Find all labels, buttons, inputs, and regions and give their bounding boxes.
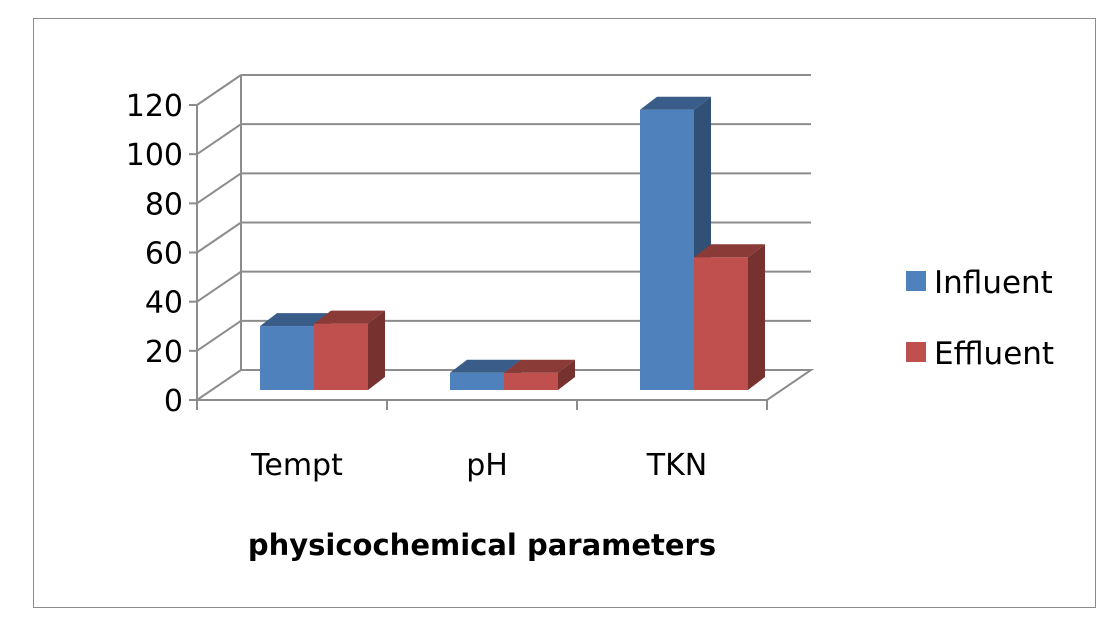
bar-effluent-tempt	[314, 310, 385, 390]
gridline-side	[196, 320, 242, 352]
bar-top	[504, 359, 575, 373]
x-axis-title: physicochemical parameters	[248, 528, 716, 562]
bar-top	[694, 244, 765, 258]
bar-top	[260, 313, 331, 327]
legend-swatch	[906, 342, 926, 362]
gridline-side	[196, 270, 242, 303]
gridline-side	[196, 172, 242, 205]
bar-side	[368, 310, 385, 390]
bar-front	[504, 372, 558, 390]
bar-side	[748, 244, 765, 390]
bar-front	[314, 323, 368, 390]
bar-front	[260, 326, 314, 390]
x-category-label: pH	[466, 448, 508, 483]
bar-front	[450, 372, 504, 390]
bar-top	[314, 310, 385, 324]
chart-frame	[33, 18, 1096, 608]
legend-item-influent: Influent	[906, 265, 1053, 301]
y-tick-label: 20	[145, 335, 183, 370]
legend: Influent Effluent	[906, 265, 1054, 372]
gridline-side	[196, 74, 242, 106]
x-category-label: TKN	[646, 448, 707, 483]
bar-front	[640, 109, 694, 390]
legend-label: Influent	[934, 265, 1053, 301]
x-category-label: Tempt	[250, 448, 343, 483]
y-tick-label: 120	[126, 89, 183, 124]
axes	[189, 104, 768, 410]
y-tick-label: 40	[145, 286, 183, 321]
bar-top	[450, 359, 521, 373]
y-tick-label: 80	[145, 187, 183, 222]
legend-label: Effluent	[934, 336, 1054, 372]
labels: 0 20 40 60 80 100 120 Tempt pH TKN physicochemical…	[126, 89, 716, 562]
y-tick-label: 60	[145, 237, 183, 272]
bar-effluent-tkn	[694, 244, 765, 390]
bar-effluent-ph	[504, 359, 575, 390]
bar-side	[558, 359, 575, 390]
y-tick-label: 100	[126, 138, 183, 173]
gridline-side	[196, 221, 242, 254]
legend-item-effluent: Effluent	[906, 336, 1054, 372]
bars	[260, 96, 765, 390]
y-tick-label: 0	[164, 384, 183, 419]
gridline-side	[196, 123, 242, 155]
legend-swatch	[906, 271, 926, 291]
bar-top	[640, 96, 711, 110]
bar-front	[694, 257, 748, 390]
